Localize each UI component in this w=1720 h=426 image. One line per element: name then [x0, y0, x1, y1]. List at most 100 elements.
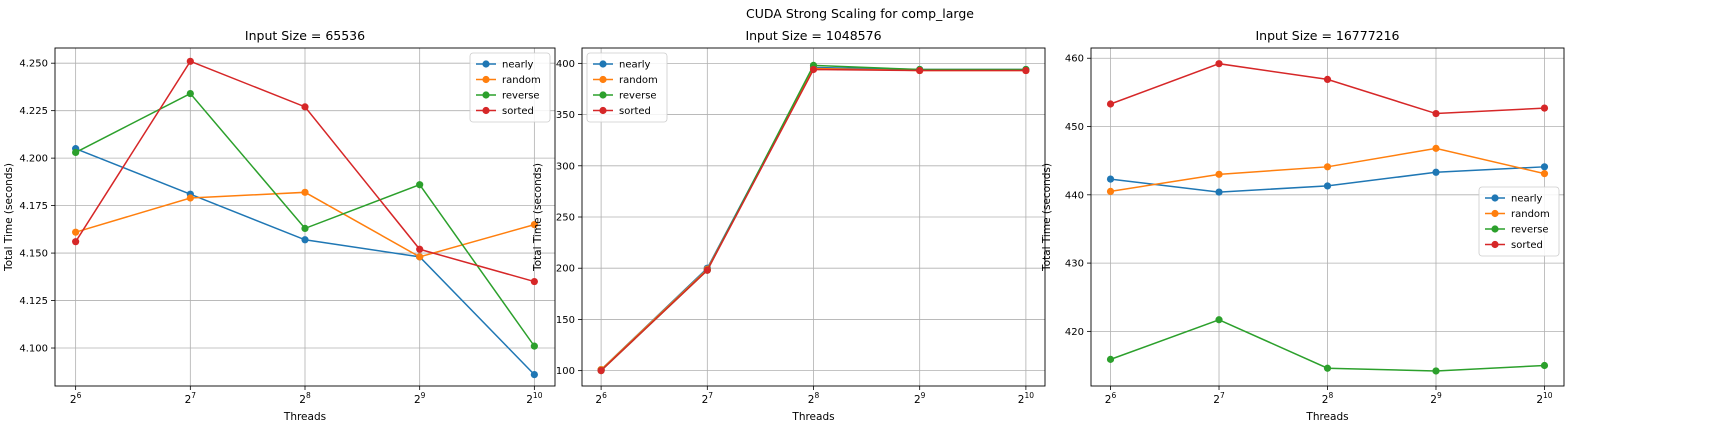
y-tick-label: 4.150: [19, 249, 48, 260]
series-reverse: [72, 89, 538, 350]
legend-label-sorted: sorted: [619, 106, 651, 117]
x-tick-label: 26: [70, 391, 82, 406]
legend-label-reverse: reverse: [502, 91, 540, 102]
x-tick-label: 29: [414, 391, 426, 406]
x-axis-label: Threads: [283, 411, 326, 423]
data-point-sorted: [1022, 66, 1030, 75]
legend-label-random: random: [502, 75, 541, 86]
y-tick-label: 440: [1065, 190, 1084, 201]
data-point-sorted: [530, 277, 538, 286]
grid: [582, 48, 1045, 386]
y-tick-label: 350: [556, 110, 575, 121]
data-point-sorted: [72, 238, 80, 246]
series-random: [72, 188, 538, 261]
data-point-reverse: [1106, 355, 1115, 363]
x-tick-label: 210: [1018, 391, 1034, 406]
data-point-nearly: [1432, 168, 1440, 176]
legend: nearly random reverse sorted: [1478, 186, 1560, 257]
data-point-nearly: [1215, 188, 1223, 196]
y-tick-label: 4.100: [19, 344, 48, 355]
y-tick-label: 4.125: [19, 296, 48, 307]
data-point-sorted: [809, 65, 818, 74]
y-tick-label: 200: [556, 264, 575, 275]
data-point-sorted: [703, 266, 711, 274]
data-point-nearly: [1323, 182, 1332, 190]
legend-box: [586, 52, 668, 123]
data-point-sorted: [1323, 75, 1332, 84]
legend-box: [1478, 186, 1560, 257]
data-point-random: [186, 194, 194, 202]
x-tick-label: 27: [702, 391, 714, 406]
y-tick-label: 400: [556, 59, 575, 70]
chart-title: Input Size = 65536: [245, 28, 365, 43]
x-tick-label: 28: [808, 391, 820, 406]
series-random: [1106, 144, 1549, 195]
x-tick-label: 29: [1430, 391, 1442, 406]
legend-label-nearly: nearly: [619, 60, 651, 71]
data-point-sorted: [1540, 104, 1549, 112]
data-point-random: [1215, 170, 1223, 178]
data-point-random: [301, 188, 309, 196]
series-reverse: [1106, 316, 1549, 375]
y-axis-label: Total Time (seconds): [3, 163, 15, 272]
y-axis-label: Total Time (seconds): [532, 163, 544, 272]
legend-marker-nearly: [599, 60, 607, 68]
legend-marker-random: [599, 75, 607, 84]
y-tick-label: 4.225: [19, 106, 48, 117]
chart-title: Input Size = 16777216: [1255, 28, 1399, 43]
data-point-sorted: [1432, 109, 1440, 118]
x-tick-label: 27: [185, 391, 197, 406]
data-point-reverse: [301, 224, 309, 232]
legend-marker-random: [1491, 209, 1499, 218]
legend-marker-sorted: [482, 106, 490, 115]
series-sorted: [1106, 60, 1549, 118]
data-point-reverse: [1540, 361, 1549, 370]
x-tick-label: 28: [299, 391, 311, 406]
data-point-sorted: [416, 245, 424, 253]
legend-label-random: random: [1511, 209, 1550, 220]
legend-marker-nearly: [1491, 194, 1499, 202]
figure-title: CUDA Strong Scaling for comp_large: [746, 6, 974, 21]
y-tick-label: 420: [1065, 327, 1084, 338]
data-point-random: [530, 220, 538, 229]
data-point-sorted: [1106, 100, 1115, 108]
legend-box: [469, 52, 551, 123]
y-tick-label: 460: [1065, 54, 1084, 65]
x-tick-label: 29: [914, 391, 926, 406]
x-tick-label: 210: [526, 391, 542, 406]
legend-marker-sorted: [1491, 240, 1499, 249]
data-point-random: [1540, 170, 1549, 178]
legend-label-sorted: sorted: [1511, 240, 1543, 251]
legend: nearly random reverse sorted: [469, 52, 551, 123]
data-point-reverse: [1323, 364, 1332, 372]
y-tick-label: 300: [556, 161, 575, 172]
x-tick-label: 27: [1213, 391, 1225, 406]
x-tick-label: 26: [1105, 391, 1117, 406]
legend-marker-random: [482, 75, 490, 84]
y-tick-label: 150: [556, 315, 575, 326]
x-tick-label: 210: [1536, 391, 1552, 406]
data-point-reverse: [1432, 367, 1440, 375]
y-tick-label: 4.200: [19, 154, 48, 165]
legend-label-nearly: nearly: [1511, 194, 1543, 205]
legend-label-sorted: sorted: [502, 106, 534, 117]
data-point-sorted: [301, 103, 309, 111]
y-tick-label: 100: [556, 366, 575, 377]
x-axis-label: Threads: [1305, 411, 1348, 423]
x-axis-label: Threads: [791, 411, 834, 423]
legend-label-random: random: [619, 75, 658, 86]
data-point-reverse: [416, 181, 424, 189]
legend-marker-sorted: [599, 106, 607, 115]
legend-marker-reverse: [1491, 225, 1499, 233]
legend-marker-reverse: [599, 91, 607, 99]
data-point-sorted: [916, 66, 924, 75]
data-point-random: [1106, 187, 1115, 195]
y-tick-label: 450: [1065, 122, 1084, 133]
data-point-random: [1432, 144, 1440, 152]
series-nearly: [1106, 163, 1549, 196]
data-point-nearly: [1106, 175, 1115, 183]
series-sorted: [72, 57, 538, 286]
